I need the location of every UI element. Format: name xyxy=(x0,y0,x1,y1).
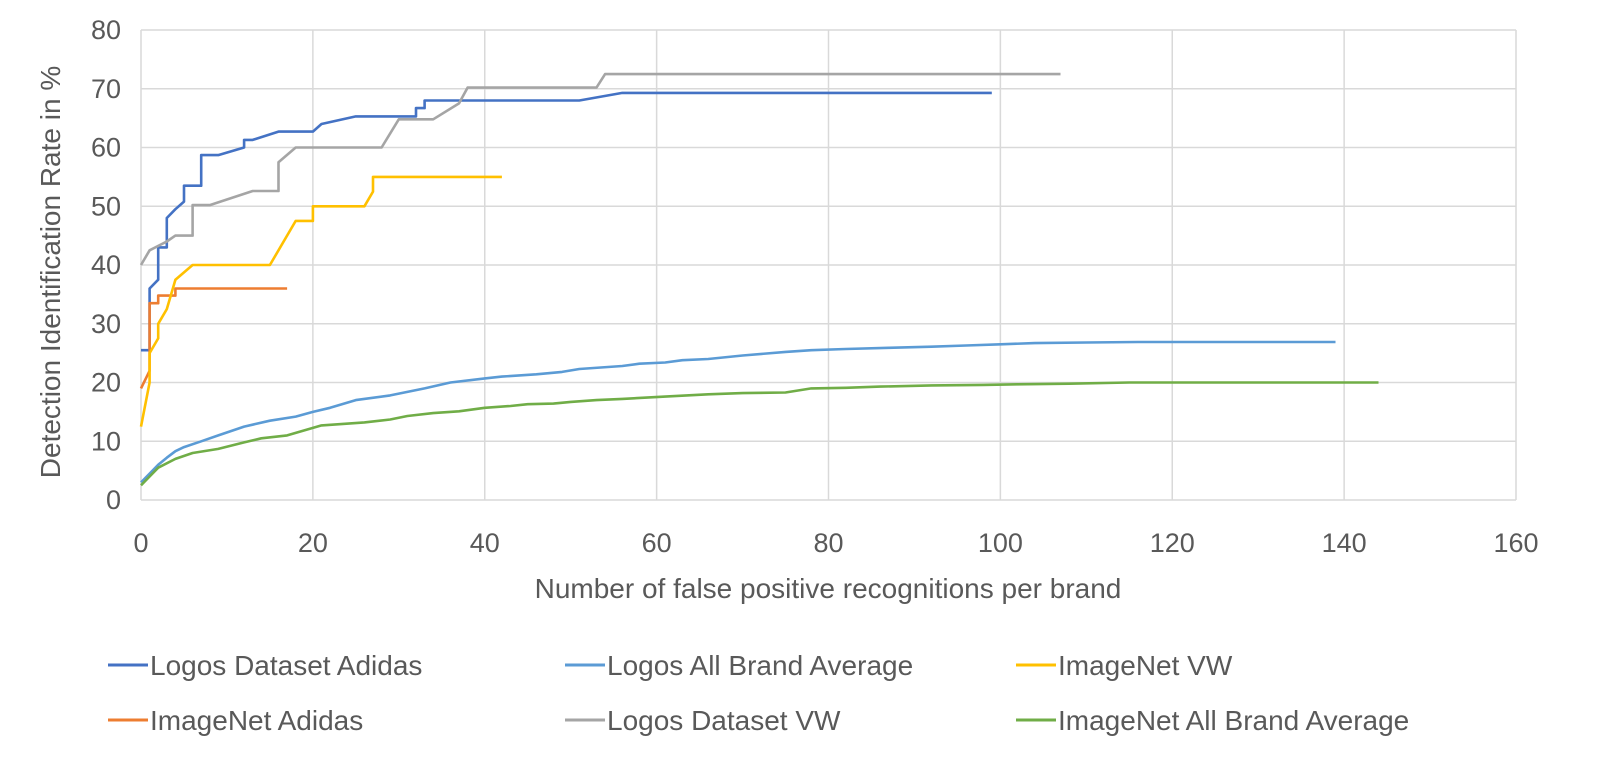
y-tick-label: 0 xyxy=(106,485,121,515)
legend-label: ImageNet VW xyxy=(1058,650,1233,681)
legend-label: Logos Dataset VW xyxy=(607,705,841,736)
series-line-imagenet-vw xyxy=(139,175,502,427)
x-tick-label: 100 xyxy=(978,528,1023,558)
series-line-imagenet-adidas xyxy=(139,287,288,389)
x-tick-label: 160 xyxy=(1493,528,1538,558)
legend-entry: Logos All Brand Average xyxy=(565,650,913,681)
series-lines xyxy=(139,72,1379,487)
x-tick-label: 0 xyxy=(133,528,148,558)
legend-entry: ImageNet All Brand Average xyxy=(1016,705,1409,736)
legend-label: ImageNet All Brand Average xyxy=(1058,705,1409,736)
x-tick-label: 20 xyxy=(298,528,328,558)
legend-entry: ImageNet Adidas xyxy=(108,705,363,736)
legend: Logos Dataset Adidas ImageNet Adidas Logos… xyxy=(108,650,1409,736)
y-tick-label: 20 xyxy=(91,368,121,398)
y-axis-title: Detection Identification Rate in % xyxy=(35,66,66,478)
x-tick-label: 120 xyxy=(1150,528,1195,558)
legend-label: Logos All Brand Average xyxy=(607,650,913,681)
series-line-logos-dataset-vw xyxy=(139,72,1061,266)
series-line-logos-dataset-adidas xyxy=(141,91,992,352)
x-tick-label: 40 xyxy=(470,528,500,558)
series-line-imagenet-all-brand-average xyxy=(140,381,1379,487)
y-tick-label: 50 xyxy=(91,191,121,221)
x-axis-title: Number of false positive recognitions pe… xyxy=(535,573,1122,604)
legend-entry: Logos Dataset VW xyxy=(565,705,841,736)
x-tick-label: 140 xyxy=(1322,528,1367,558)
x-tick-label: 80 xyxy=(813,528,843,558)
y-tick-label: 60 xyxy=(91,133,121,163)
y-tick-label: 40 xyxy=(91,250,121,280)
y-tick-label: 30 xyxy=(91,309,121,339)
x-tick-label: 60 xyxy=(642,528,672,558)
legend-label: Logos Dataset Adidas xyxy=(150,650,422,681)
legend-entry: ImageNet VW xyxy=(1016,650,1233,681)
gridlines xyxy=(140,29,1517,501)
series-line-logos-all-brand-average xyxy=(140,340,1336,484)
tick-labels: 0 10 20 30 40 50 60 70 80 0 20 40 60 80 100 120 140 160 xyxy=(91,15,1539,558)
y-tick-label: 10 xyxy=(91,426,121,456)
legend-label: ImageNet Adidas xyxy=(150,705,363,736)
y-tick-label: 70 xyxy=(91,74,121,104)
legend-entry: Logos Dataset Adidas xyxy=(108,650,422,681)
y-tick-label: 80 xyxy=(91,15,121,45)
